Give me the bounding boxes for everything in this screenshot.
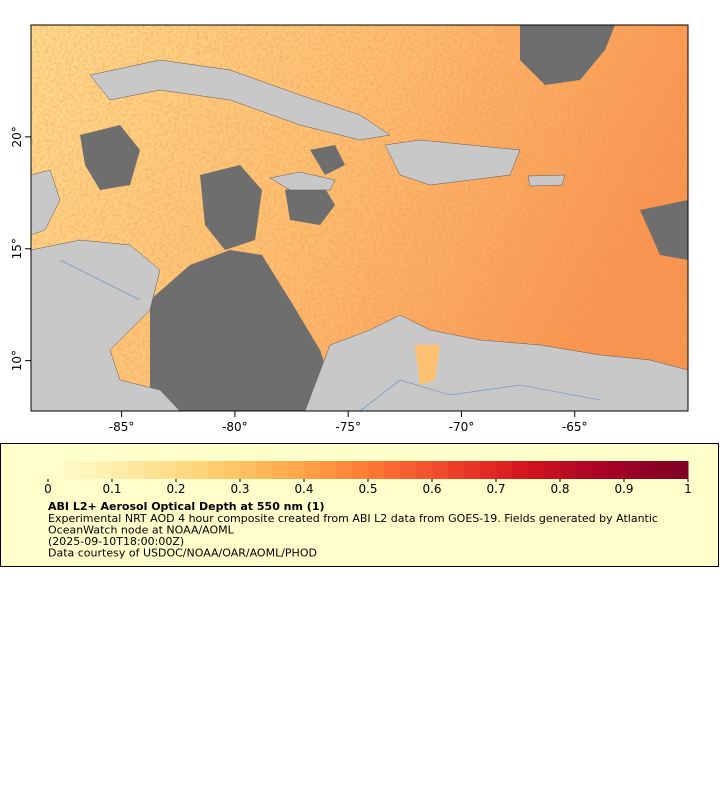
colorbar-step — [192, 461, 209, 479]
colorbar-step — [336, 461, 353, 479]
x-tick-label: -75° — [335, 420, 361, 434]
colorbar-step — [672, 461, 689, 479]
colorbar-step — [384, 461, 401, 479]
map-frame — [30, 24, 689, 412]
colorbar-step — [144, 461, 161, 479]
colorbar-step — [112, 461, 129, 479]
colorbar-step — [512, 461, 529, 479]
colorbar-step — [96, 461, 113, 479]
x-tick-label: -65° — [562, 420, 588, 434]
colorbar-step — [320, 461, 337, 479]
colorbar-step — [368, 461, 385, 479]
colorbar-step — [496, 461, 513, 479]
legend-line: OceanWatch node at NOAA/AOML — [48, 524, 235, 537]
no-data-areas — [80, 25, 688, 411]
colorbar-step — [160, 461, 177, 479]
colorbar-step — [624, 461, 641, 479]
y-tick-label: 15° — [10, 238, 24, 259]
colorbar-step — [416, 461, 433, 479]
y-tick-label: 20° — [10, 126, 24, 147]
colorbar-step — [288, 461, 305, 479]
colorbar-step — [640, 461, 657, 479]
colorbar-tick-label: 0.2 — [166, 482, 185, 496]
x-tick-label: -80° — [222, 420, 248, 434]
colorbar-step — [64, 461, 81, 479]
colorbar-step — [352, 461, 369, 479]
colorbar-step — [528, 461, 545, 479]
colorbar-step — [128, 461, 145, 479]
colorbar-step — [240, 461, 257, 479]
rivers — [59, 259, 601, 411]
colorbar-tick-label: 0.1 — [102, 482, 121, 496]
legend-title: ABI L2+ Aerosol Optical Depth at 550 nm … — [48, 500, 325, 513]
colorbar-step — [48, 461, 65, 479]
colorbar-step — [480, 461, 497, 479]
y-tick-label: 10° — [10, 350, 24, 371]
colorbar-tick-label: 1 — [684, 482, 692, 496]
colorbar-step — [400, 461, 417, 479]
colorbar-tick-label: 0.4 — [294, 482, 313, 496]
colorbar-step — [576, 461, 593, 479]
colorbar-tick-label: 0.7 — [486, 482, 505, 496]
colorbar-tick-label: 0.6 — [422, 482, 441, 496]
colorbar-step — [80, 461, 97, 479]
colorbar-step — [544, 461, 561, 479]
colorbar-step — [224, 461, 241, 479]
colorbar-tick-label: 0.8 — [550, 482, 569, 496]
colorbar-step — [448, 461, 465, 479]
colorbar-step — [608, 461, 625, 479]
colorbar-step — [256, 461, 273, 479]
land — [31, 59, 688, 411]
colorbar-step — [272, 461, 289, 479]
colorbar-tick-label: 0 — [44, 482, 52, 496]
x-tick-label: -70° — [449, 420, 475, 434]
legend-line: (2025-09-10T18:00:00Z) — [48, 535, 184, 548]
colorbar-step — [304, 461, 321, 479]
colorbar-step — [464, 461, 481, 479]
legend-line: Data courtesy of USDOC/NOAA/OAR/AOML/PHO… — [48, 547, 317, 560]
colorbar-step — [432, 461, 449, 479]
colorbar-tick-label: 0.3 — [230, 482, 249, 496]
colorbar-tick-label: 0.9 — [614, 482, 633, 496]
colorbar-step — [656, 461, 673, 479]
colorbar-step — [592, 461, 609, 479]
colorbar-tick-label: 0.5 — [358, 482, 377, 496]
colorbar-step — [208, 461, 225, 479]
map-area — [31, 25, 688, 411]
colorbar-step — [176, 461, 193, 479]
x-tick-label: -85° — [109, 420, 135, 434]
colorbar-step — [560, 461, 577, 479]
legend-line: Experimental NRT AOD 4 hour composite cr… — [48, 512, 658, 525]
